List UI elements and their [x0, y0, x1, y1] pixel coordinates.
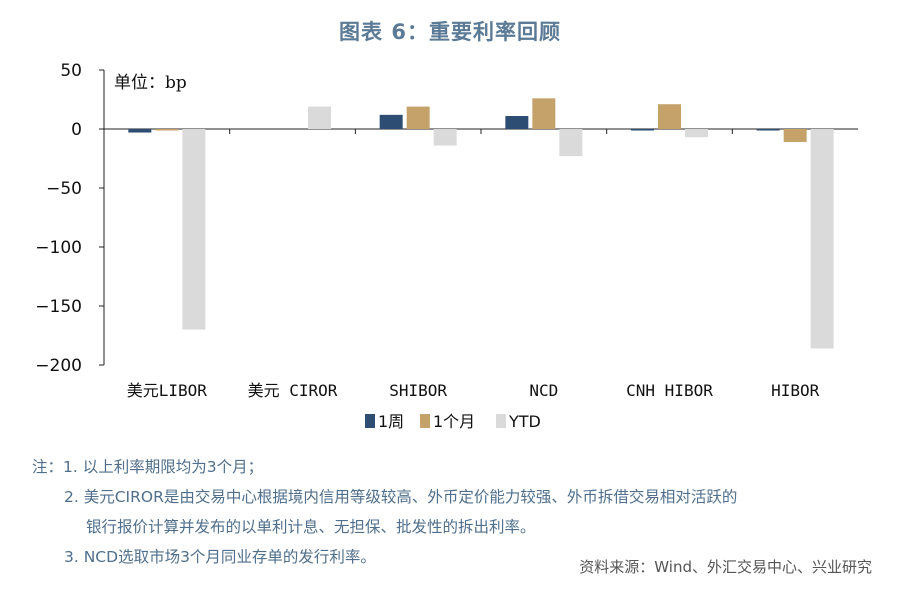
- bar-chart: 50 0 −50 −100 −150 −200 美元LIBOR 美元 CIROR SHIBOR N…: [35, 61, 858, 431]
- bar-YTD: [559, 129, 583, 157]
- legend-label: 1周: [378, 412, 404, 431]
- bar-1周: [379, 114, 403, 129]
- y-tick-label: −200: [35, 356, 82, 376]
- bar-1个月: [532, 98, 556, 129]
- chart-bars: [128, 98, 834, 349]
- note-3: 3. NCD选取市场3个月同业存单的发行利率。: [64, 548, 376, 566]
- y-tick-label: −150: [35, 297, 82, 317]
- legend-label: 1个月: [433, 412, 475, 431]
- bar-1个月: [783, 129, 807, 142]
- note-1: 注：1. 以上利率期限均为3个月；: [32, 458, 264, 476]
- bar-1周: [128, 129, 152, 133]
- category-label: NCD: [529, 381, 558, 400]
- bar-1个月: [658, 104, 681, 129]
- legend-swatch: [420, 414, 430, 428]
- bar-1个月: [406, 106, 430, 129]
- category-label: SHIBOR: [389, 381, 447, 400]
- y-tick-label: 50: [60, 61, 82, 81]
- bar-YTD: [810, 129, 834, 349]
- category-label: CNH HIBOR: [626, 381, 713, 400]
- bar-YTD: [182, 129, 206, 330]
- category-label: HIBOR: [771, 381, 820, 400]
- bar-YTD: [685, 129, 708, 138]
- bar-1个月: [155, 129, 179, 131]
- notes-block: 注：1. 以上利率期限均为3个月； 2. 美元CIROR是由交易中心根据境内信用…: [32, 452, 882, 572]
- category-label: 美元 CIROR: [248, 381, 338, 400]
- note-2-continued: 银行报价计算并发布的以单利计息、无担保、批发性的拆出利率。: [86, 518, 536, 536]
- y-tick-label: −50: [46, 179, 82, 199]
- category-label: 美元LIBOR: [127, 381, 208, 400]
- chart-title: 图表 6：重要利率回顾: [339, 20, 561, 44]
- y-tick-label: 0: [71, 120, 82, 140]
- y-tick-label: −100: [35, 238, 82, 258]
- chart-axes: 50 0 −50 −100 −150 −200 美元LIBOR 美元 CIROR SHIBOR N…: [35, 61, 858, 400]
- bar-1周: [631, 129, 654, 131]
- bar-YTD: [433, 129, 457, 146]
- bar-YTD: [308, 106, 331, 129]
- legend-label: YTD: [508, 412, 541, 431]
- note-2: 2. 美元CIROR是由交易中心根据境内信用等级较高、外币定价能力较强、外币拆借…: [64, 488, 738, 506]
- bar-1周: [756, 129, 780, 131]
- legend-swatch: [365, 414, 375, 428]
- bar-1周: [505, 116, 529, 129]
- unit-label: 单位：bp: [114, 73, 187, 93]
- source-note: 资料来源：Wind、外汇交易中心、兴业研究: [579, 558, 872, 576]
- chart-legend: 1周 1个月 YTD: [365, 412, 541, 431]
- legend-swatch: [496, 414, 506, 428]
